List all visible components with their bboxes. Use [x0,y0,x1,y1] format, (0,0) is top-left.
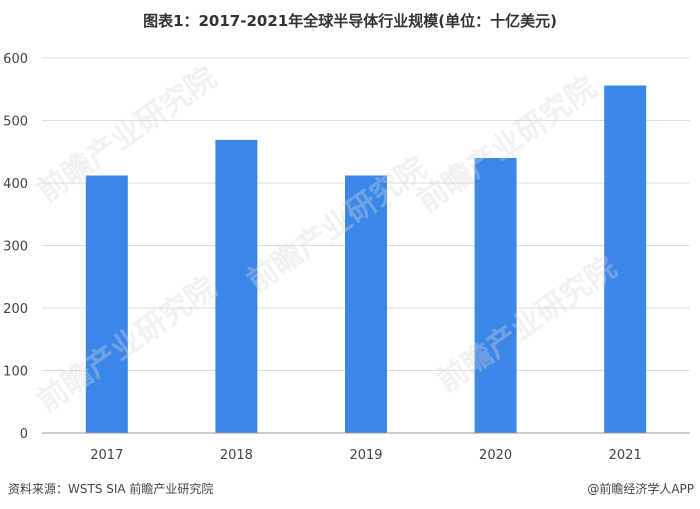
bar [604,85,647,433]
y-tick-label: 100 [3,365,28,380]
x-tick-label: 2020 [479,448,512,463]
bars [85,85,647,433]
bar [215,139,258,433]
axes: 0 100 200 300 400 500 600 2017 2018 2019 2020 2021 [3,52,690,463]
y-tick-label: 0 [20,427,28,442]
credit-note: @前瞻经济学人APP [587,482,694,496]
y-tick-label: 400 [3,177,28,192]
y-tick-label: 600 [3,52,28,67]
bar [474,158,517,433]
x-tick-label: 2021 [609,448,642,463]
x-tick-label: 2017 [90,448,123,463]
chart-title: 图表1：2017-2021年全球半导体行业规模(单位：十亿美元) [143,12,557,30]
source-note: 资料来源：WSTS SIA 前瞻产业研究院 [8,482,214,496]
footer: 资料来源：WSTS SIA 前瞻产业研究院 @前瞻经济学人APP [0,480,700,502]
y-tick-label: 500 [3,115,28,130]
bar-chart: 0 100 200 300 400 500 600 2017 2018 2019 2020 2021 [3,52,690,463]
x-tick-label: 2019 [349,448,382,463]
x-tick-label: 2018 [220,448,253,463]
y-tick-label: 200 [3,302,28,317]
y-tick-label: 300 [3,240,28,255]
bar [345,175,387,433]
bar [85,175,128,433]
